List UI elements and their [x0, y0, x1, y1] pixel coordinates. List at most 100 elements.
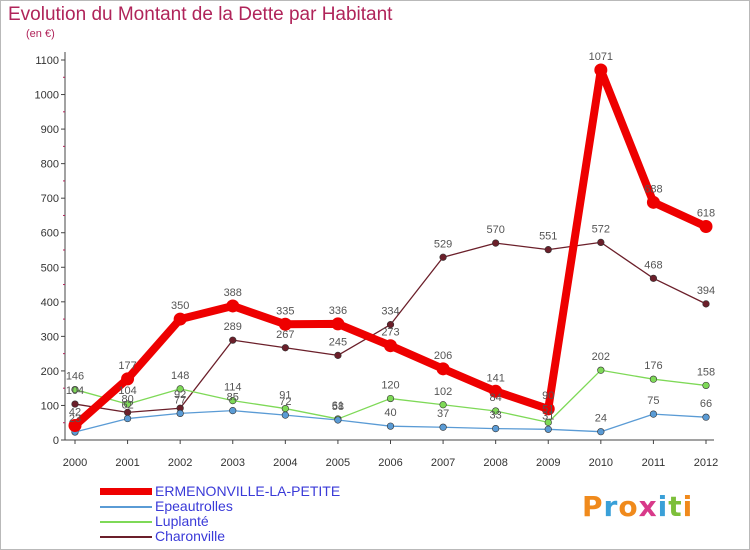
y-tick-label: 1000 — [35, 90, 59, 102]
data-point — [281, 344, 289, 352]
data-label: 141 — [486, 372, 504, 384]
data-point — [649, 410, 658, 418]
data-point — [702, 300, 710, 308]
data-label: 334 — [381, 306, 399, 318]
data-point — [594, 63, 608, 77]
data-point — [597, 366, 605, 374]
data-point — [176, 385, 184, 393]
legend-swatch — [100, 488, 152, 495]
data-label: 335 — [276, 305, 294, 317]
y-tick-label: 500 — [41, 262, 59, 274]
data-point — [68, 418, 82, 432]
data-point — [71, 400, 79, 408]
data-point — [544, 418, 552, 426]
data-point — [334, 351, 342, 359]
data-label: 688 — [644, 183, 662, 195]
logo-letter: r — [603, 490, 619, 523]
data-label: 40 — [384, 407, 396, 419]
data-label: 51 — [542, 403, 554, 415]
data-label: 80 — [121, 393, 133, 405]
data-label: 570 — [486, 224, 504, 236]
x-tick-label: 2004 — [273, 457, 297, 469]
x-tick-label: 2003 — [221, 457, 245, 469]
data-label: 104 — [66, 385, 84, 397]
data-point — [597, 428, 605, 436]
x-tick-label: 2012 — [694, 457, 718, 469]
data-label: 33 — [490, 410, 502, 422]
data-label: 551 — [539, 231, 557, 243]
data-label: 202 — [592, 351, 610, 363]
data-point — [436, 362, 450, 376]
data-point — [597, 238, 605, 246]
x-tick-label: 2009 — [536, 457, 560, 469]
data-label: 42 — [69, 406, 81, 418]
data-label: 529 — [434, 238, 452, 250]
data-label: 31 — [542, 410, 554, 422]
x-tick-label: 2008 — [483, 457, 507, 469]
data-label: 289 — [224, 321, 242, 333]
data-label: 572 — [592, 223, 610, 235]
y-tick-label: 700 — [41, 193, 59, 205]
data-label: 394 — [697, 285, 715, 297]
data-point — [229, 407, 237, 415]
data-point — [281, 411, 289, 419]
data-point — [541, 402, 555, 416]
data-label: 104 — [118, 385, 136, 397]
y-tick-label: 800 — [41, 159, 59, 171]
legend-swatch — [100, 506, 152, 508]
data-label: 61 — [332, 400, 344, 412]
data-point — [278, 317, 292, 331]
data-point — [173, 312, 187, 326]
data-label: 245 — [329, 336, 347, 348]
data-label: 72 — [279, 396, 291, 408]
legend-label: Luplanté — [155, 513, 209, 529]
data-label: 468 — [644, 259, 662, 271]
data-label: 267 — [276, 329, 294, 341]
y-tick-label: 200 — [41, 366, 59, 378]
data-point — [229, 397, 237, 405]
data-label: 37 — [437, 408, 449, 420]
data-point — [334, 416, 342, 424]
data-label: 176 — [644, 360, 662, 372]
logo-letter: o — [618, 490, 639, 523]
data-label: 102 — [434, 386, 452, 398]
x-tick-label: 2011 — [642, 457, 666, 469]
data-label: 158 — [697, 366, 715, 378]
x-tick-label: 2001 — [115, 457, 139, 469]
data-point — [386, 394, 395, 403]
legend-swatch — [100, 521, 152, 523]
data-point — [71, 385, 79, 394]
data-point — [386, 321, 395, 329]
data-label: 84 — [490, 392, 502, 404]
logo-letter: i — [682, 490, 694, 523]
data-label: 618 — [697, 208, 715, 220]
chart-title: Evolution du Montant de la Dette par Hab… — [8, 4, 393, 25]
data-label: 90 — [542, 390, 554, 402]
x-tick-label: 2005 — [326, 457, 350, 469]
data-point — [489, 384, 503, 398]
data-label: 62 — [121, 400, 133, 412]
data-label: 336 — [329, 305, 347, 317]
legend-label: Charonville — [155, 528, 226, 544]
legend-label: Epeautrolles — [155, 498, 233, 514]
y-tick-label: 900 — [41, 124, 59, 136]
x-tick-label: 2002 — [168, 457, 192, 469]
data-point — [702, 413, 710, 421]
chart-subtitle: (en €) — [26, 28, 55, 40]
x-tick-label: 2007 — [431, 457, 455, 469]
data-point — [439, 253, 447, 261]
data-point — [386, 422, 395, 430]
logo-letter: x — [638, 490, 658, 523]
data-point — [331, 317, 345, 331]
data-label: 120 — [381, 380, 399, 392]
data-label: 66 — [700, 398, 712, 410]
logo-letter: t — [668, 490, 683, 523]
proxiti-logo: Proxiti — [582, 490, 693, 523]
data-label: 350 — [171, 300, 189, 312]
data-label: 23 — [69, 413, 81, 425]
data-label: 148 — [171, 370, 189, 382]
y-tick-label: 600 — [41, 228, 59, 240]
data-label: 58 — [332, 401, 344, 413]
data-label: 91 — [279, 390, 291, 402]
